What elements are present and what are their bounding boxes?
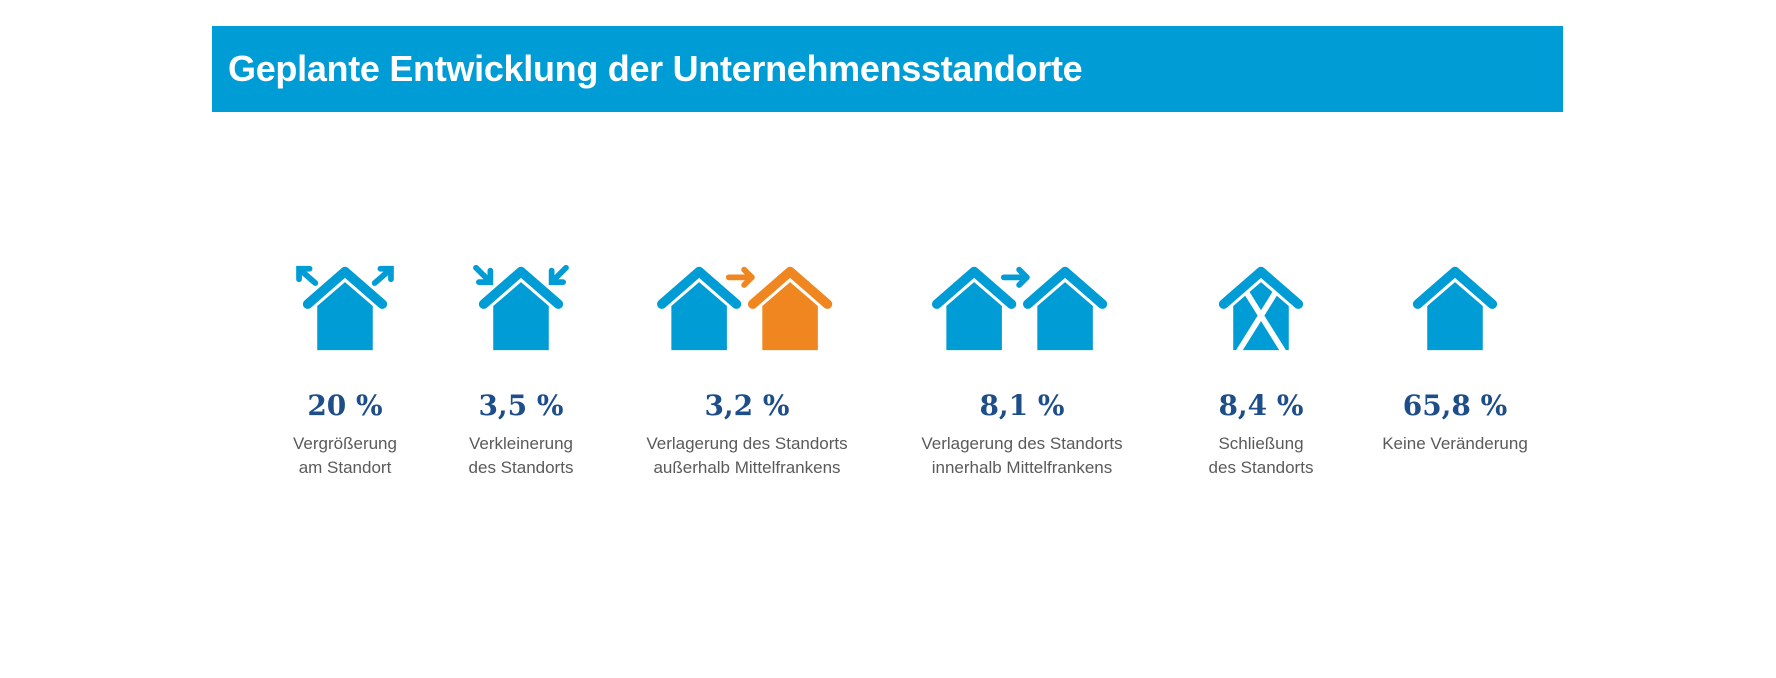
house-shrink-icon (473, 264, 569, 351)
label: Verkleinerung des Standorts (371, 432, 671, 480)
value: 3,2 % (704, 389, 790, 422)
label: Verlagerung des Standorts innerhalb Mitte… (872, 432, 1172, 480)
value: 20 % (307, 389, 383, 422)
label-line: des Standorts (1208, 458, 1314, 477)
value: 65,8 % (1402, 389, 1508, 422)
house-relocate-inside-icon (927, 262, 1117, 351)
title-banner: Geplante Entwicklung der Unternehmenssta… (212, 26, 1563, 112)
house-relocate-outside-icon (652, 262, 842, 351)
label: Vergrößerung am Standort (195, 432, 495, 480)
house-icon (1400, 262, 1510, 351)
page-title: Geplante Entwicklung der Unternehmenssta… (228, 48, 1083, 89)
label: Schließung des Standorts (1111, 432, 1411, 480)
stat-closure: 8,4 % Schließung des Standorts (1111, 262, 1411, 480)
stat-no-change: 65,8 % Keine Veränderung (1305, 262, 1605, 456)
label-line: Verlagerung des Standorts (646, 434, 848, 453)
label-line: Schließung (1218, 434, 1304, 453)
value: 3,5 % (478, 389, 564, 422)
value: 8,1 % (979, 389, 1065, 422)
label-line: außerhalb Mittelfrankens (653, 458, 841, 477)
stat-expansion: 20 % Vergrößerung am Standort (195, 262, 495, 480)
stat-relocation-inside: 8,1 % Verlagerung des Standorts innerhalb… (872, 262, 1172, 480)
stat-reduction: 3,5 % Verkleinerung des Standorts (371, 262, 671, 480)
stat-relocation-outside: 3,2 % Verlagerung des Standorts außerhalb… (597, 262, 897, 480)
label: Keine Veränderung (1305, 432, 1605, 456)
label-line: innerhalb Mittelfrankens (931, 458, 1113, 477)
label-line: Vergrößerung (293, 434, 397, 453)
label-line: am Standort (298, 458, 392, 477)
house-expand-icon (296, 265, 394, 351)
value: 8,4 % (1218, 389, 1304, 422)
label: Verlagerung des Standorts außerhalb Mitte… (597, 432, 897, 480)
house-closed-icon (1206, 262, 1316, 352)
label-line: des Standorts (468, 458, 574, 477)
label-line: Verlagerung des Standorts (921, 434, 1123, 453)
label-line: Keine Veränderung (1382, 434, 1528, 453)
label-line: Verkleinerung (469, 434, 573, 453)
